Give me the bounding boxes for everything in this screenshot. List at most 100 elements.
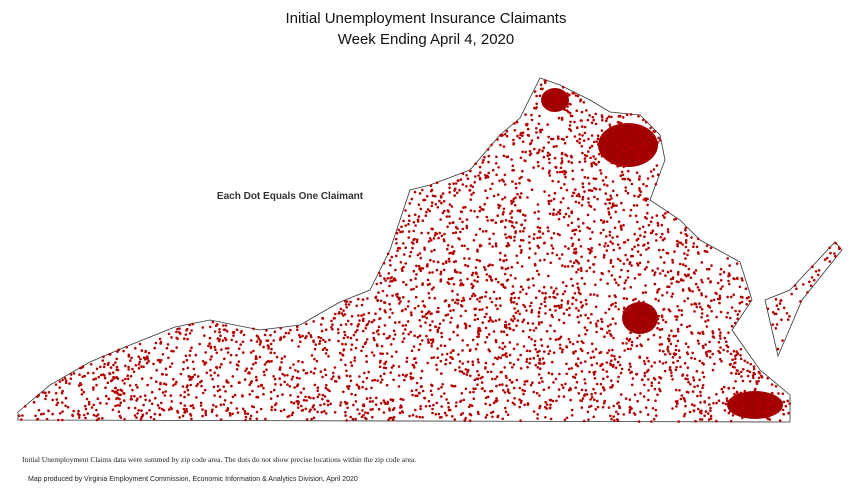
dot xyxy=(144,350,147,354)
dot xyxy=(646,413,650,416)
dot xyxy=(594,305,598,309)
dot xyxy=(485,312,488,316)
dot xyxy=(189,404,192,408)
dot xyxy=(774,385,778,388)
dot xyxy=(736,369,739,372)
dot xyxy=(461,339,465,342)
dot xyxy=(603,253,606,257)
dot xyxy=(211,408,214,412)
dot xyxy=(456,271,459,274)
dot xyxy=(687,274,690,277)
dot xyxy=(568,93,571,97)
dot xyxy=(504,286,507,290)
dot xyxy=(140,349,144,352)
dot xyxy=(592,118,595,122)
dot xyxy=(66,405,70,409)
dot xyxy=(477,174,480,177)
dot xyxy=(495,173,498,177)
dot xyxy=(638,261,642,265)
dot xyxy=(432,286,435,289)
dot xyxy=(543,79,547,82)
dot xyxy=(372,331,375,335)
dot xyxy=(656,326,659,330)
dot xyxy=(469,209,473,212)
dot xyxy=(288,414,291,418)
dot xyxy=(430,189,433,193)
dot xyxy=(312,339,315,343)
dot xyxy=(413,213,417,216)
dot xyxy=(394,278,397,282)
dot xyxy=(288,385,292,388)
dot xyxy=(711,368,715,372)
dot xyxy=(327,399,330,403)
dot xyxy=(435,268,439,272)
dot xyxy=(548,398,552,402)
dot xyxy=(515,254,519,258)
dot xyxy=(350,322,353,326)
dot xyxy=(383,362,386,366)
dot xyxy=(525,349,529,353)
dot xyxy=(515,302,519,306)
dot xyxy=(175,346,178,349)
dot xyxy=(652,333,656,337)
dot xyxy=(530,139,534,142)
dot xyxy=(637,420,641,423)
dot xyxy=(301,360,304,364)
dot xyxy=(645,184,648,188)
dot xyxy=(600,317,603,321)
dot xyxy=(237,347,241,351)
dot xyxy=(662,350,665,353)
dot xyxy=(718,301,721,305)
dot xyxy=(410,389,414,393)
dot xyxy=(656,224,660,227)
dot xyxy=(453,384,457,388)
dot xyxy=(410,349,414,353)
dot xyxy=(582,341,585,345)
dot xyxy=(640,344,643,348)
dot xyxy=(497,280,500,284)
dot xyxy=(717,340,721,344)
dot xyxy=(410,313,413,317)
dot xyxy=(530,310,533,314)
dot xyxy=(485,215,489,219)
dot xyxy=(668,365,672,369)
dot xyxy=(389,343,393,346)
dot xyxy=(692,245,695,248)
dot xyxy=(733,321,737,325)
dot xyxy=(611,265,615,268)
title: Initial Unemployment Insurance Claimants xyxy=(286,10,567,27)
dot xyxy=(806,291,809,294)
dot xyxy=(498,318,501,321)
dot xyxy=(243,378,247,381)
dot xyxy=(727,272,731,275)
dot xyxy=(555,100,559,104)
dot xyxy=(663,369,667,373)
dot xyxy=(344,414,347,417)
dot xyxy=(421,300,425,303)
dot xyxy=(454,404,458,408)
dot xyxy=(106,381,110,385)
dot xyxy=(507,323,511,326)
dot xyxy=(561,292,565,296)
dot xyxy=(448,338,452,341)
dot xyxy=(453,194,457,197)
dot xyxy=(528,349,532,353)
dot xyxy=(123,418,126,421)
dot xyxy=(605,220,609,223)
dot xyxy=(608,295,611,298)
dot xyxy=(546,151,550,155)
dot xyxy=(558,257,561,260)
dot xyxy=(396,292,399,296)
dot xyxy=(192,367,196,371)
dot xyxy=(543,81,547,85)
dot xyxy=(249,381,253,385)
dot xyxy=(162,409,166,412)
dot xyxy=(338,351,342,355)
dot xyxy=(484,290,488,294)
dot xyxy=(516,134,519,138)
dot xyxy=(442,262,445,266)
dot xyxy=(616,257,620,261)
dot xyxy=(578,229,582,233)
dot xyxy=(159,381,162,385)
dot xyxy=(310,417,313,421)
